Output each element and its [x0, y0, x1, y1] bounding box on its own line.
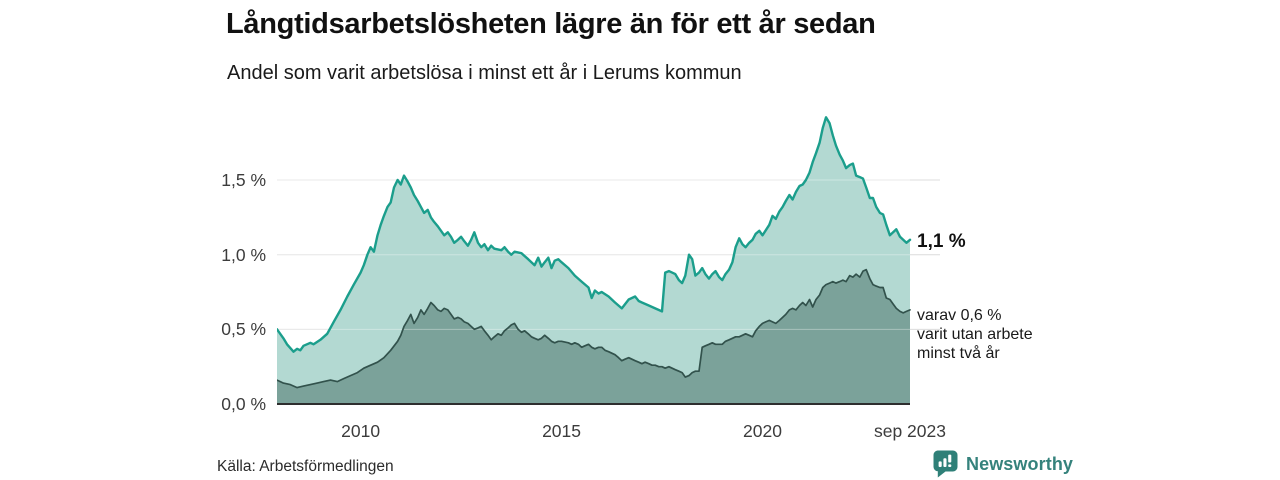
two-year-annotation: varav 0,6 % varit utan arbete minst två … — [917, 306, 1033, 363]
annotation-line-2: varit utan arbete — [917, 326, 1033, 343]
chart-subtitle: Andel som varit arbetslösa i minst ett å… — [227, 62, 742, 84]
x-tick-label: 2015 — [542, 421, 582, 441]
y-tick-label: 1,0 % — [221, 244, 266, 265]
newsworthy-icon — [933, 450, 958, 478]
newsworthy-logo[interactable]: Newsworthy — [933, 450, 1073, 478]
x-tick-label: 2010 — [341, 421, 381, 441]
newsworthy-label: Newsworthy — [966, 453, 1074, 474]
y-tick-label: 1,5 % — [221, 170, 266, 191]
source-label: Källa: Arbetsförmedlingen — [217, 458, 394, 475]
area-chart — [277, 116, 940, 405]
x-tick-label: 2020 — [743, 421, 782, 441]
y-tick-label: 0,0 % — [221, 394, 266, 414]
annotation-line-3: minst två år — [917, 345, 1000, 362]
x-tick-label: sep 2023 — [873, 421, 946, 441]
annotation-line-1: varav 0,6 % — [917, 307, 1002, 324]
latest-value-label: 1,1 % — [917, 231, 966, 252]
y-tick-label: 0,5 % — [221, 319, 266, 340]
page-title: Långtidsarbetslösheten lägre än för ett … — [226, 8, 876, 40]
